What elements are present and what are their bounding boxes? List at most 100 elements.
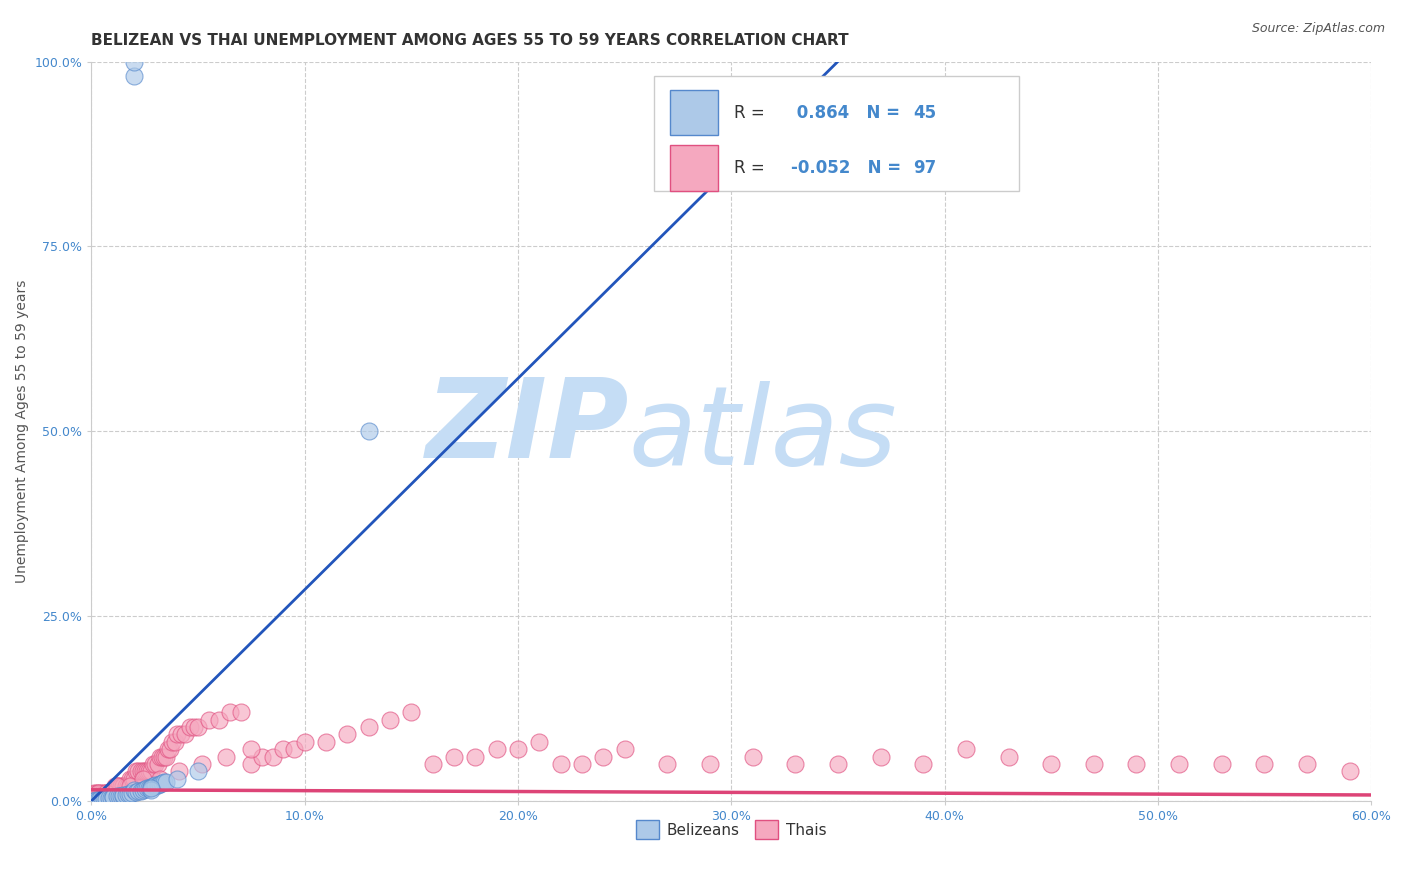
Point [179, 720, 201, 734]
Point [122, 782, 145, 797]
Point [422, 756, 444, 771]
Point [125, 785, 148, 799]
Point [283, 742, 305, 756]
Point [129, 764, 152, 779]
Point [155, 774, 177, 789]
Point [155, 749, 177, 764]
Point [592, 749, 614, 764]
Point [208, 713, 231, 727]
Point [613, 742, 636, 756]
Point [141, 764, 163, 779]
Point [141, 780, 163, 795]
Point [87, 787, 110, 801]
Point [167, 764, 190, 779]
Point [1125, 756, 1147, 771]
Point [657, 756, 679, 771]
Point [97, 791, 120, 805]
Point [827, 756, 849, 771]
Point [131, 772, 153, 786]
Point [117, 787, 139, 801]
Point [229, 705, 252, 719]
Point [150, 749, 173, 764]
Point [240, 742, 263, 756]
Bar [669, 145, 718, 191]
Point [121, 787, 143, 801]
Point [84, 793, 107, 807]
Point [108, 789, 131, 804]
Point [163, 735, 186, 749]
Point [142, 779, 165, 793]
Point [529, 735, 551, 749]
FancyBboxPatch shape [654, 77, 1019, 191]
Point [149, 777, 172, 791]
Point [401, 705, 423, 719]
Point [869, 749, 891, 764]
Point [357, 720, 380, 734]
Point [191, 756, 214, 771]
Point [1040, 756, 1063, 771]
Point [131, 782, 153, 797]
Point [146, 778, 169, 792]
Point [240, 756, 263, 771]
Point [87, 787, 110, 801]
Point [1168, 756, 1191, 771]
Point [699, 756, 721, 771]
Point [142, 756, 165, 771]
Point [122, 70, 145, 84]
Point [273, 742, 295, 756]
Point [83, 787, 105, 801]
Point [114, 779, 136, 793]
Point [96, 787, 118, 801]
Point [166, 727, 188, 741]
Point [89, 792, 111, 806]
Point [80, 794, 103, 808]
Point [1211, 756, 1233, 771]
Point [97, 787, 120, 801]
Point [134, 782, 156, 797]
Point [485, 742, 508, 756]
Point [215, 749, 238, 764]
Point [550, 756, 572, 771]
Point [93, 787, 115, 801]
Text: 45: 45 [912, 103, 936, 121]
Point [464, 749, 486, 764]
Point [159, 742, 181, 756]
Point [443, 749, 465, 764]
Point [131, 764, 153, 779]
Point [110, 779, 132, 793]
Point [187, 764, 209, 779]
Point [187, 720, 209, 734]
Point [146, 756, 169, 771]
Text: 97: 97 [912, 159, 936, 177]
Point [127, 764, 149, 779]
Point [112, 788, 135, 802]
Point [141, 782, 163, 797]
Point [84, 787, 107, 801]
Point [118, 779, 141, 793]
Point [105, 789, 128, 804]
Point [150, 776, 173, 790]
Point [117, 779, 139, 793]
Point [127, 784, 149, 798]
Point [105, 779, 128, 793]
Point [135, 781, 157, 796]
Point [571, 756, 593, 771]
Text: R =: R = [734, 103, 770, 121]
Point [170, 727, 193, 741]
Text: ZIP: ZIP [426, 374, 628, 481]
Point [125, 764, 148, 779]
Y-axis label: Unemployment Among Ages 55 to 59 years: Unemployment Among Ages 55 to 59 years [15, 279, 30, 582]
Point [112, 789, 135, 803]
Point [110, 789, 132, 803]
Point [785, 756, 807, 771]
Point [197, 713, 219, 727]
Point [145, 778, 167, 792]
Point [134, 764, 156, 779]
Point [166, 772, 188, 786]
Point [219, 705, 242, 719]
Point [741, 749, 763, 764]
Point [129, 783, 152, 797]
Point [997, 749, 1019, 764]
Point [315, 735, 337, 749]
Point [93, 791, 115, 805]
